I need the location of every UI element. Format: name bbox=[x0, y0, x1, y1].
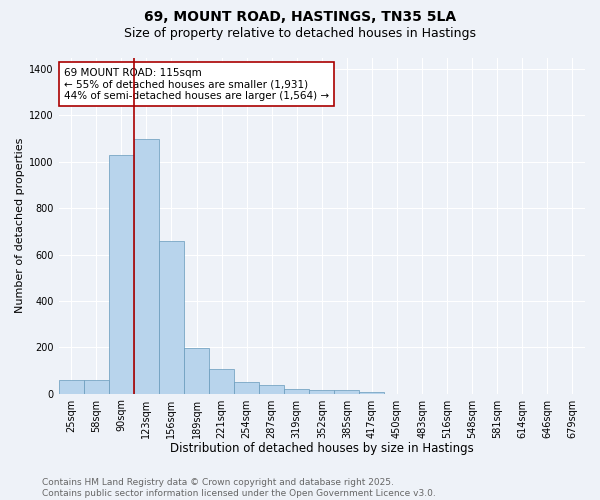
Bar bbox=[334, 390, 359, 394]
Bar bbox=[359, 392, 385, 394]
Bar bbox=[59, 380, 84, 394]
Y-axis label: Number of detached properties: Number of detached properties bbox=[15, 138, 25, 313]
Bar bbox=[184, 348, 209, 394]
Text: Contains HM Land Registry data © Crown copyright and database right 2025.
Contai: Contains HM Land Registry data © Crown c… bbox=[42, 478, 436, 498]
Bar bbox=[284, 389, 309, 394]
Text: 69 MOUNT ROAD: 115sqm
← 55% of detached houses are smaller (1,931)
44% of semi-d: 69 MOUNT ROAD: 115sqm ← 55% of detached … bbox=[64, 68, 329, 101]
Text: 69, MOUNT ROAD, HASTINGS, TN35 5LA: 69, MOUNT ROAD, HASTINGS, TN35 5LA bbox=[144, 10, 456, 24]
Bar bbox=[84, 380, 109, 394]
Bar bbox=[159, 240, 184, 394]
Bar bbox=[134, 138, 159, 394]
Bar bbox=[109, 155, 134, 394]
X-axis label: Distribution of detached houses by size in Hastings: Distribution of detached houses by size … bbox=[170, 442, 474, 455]
Text: Size of property relative to detached houses in Hastings: Size of property relative to detached ho… bbox=[124, 28, 476, 40]
Bar bbox=[259, 386, 284, 394]
Bar bbox=[209, 370, 234, 394]
Bar bbox=[309, 390, 334, 394]
Bar bbox=[234, 382, 259, 394]
